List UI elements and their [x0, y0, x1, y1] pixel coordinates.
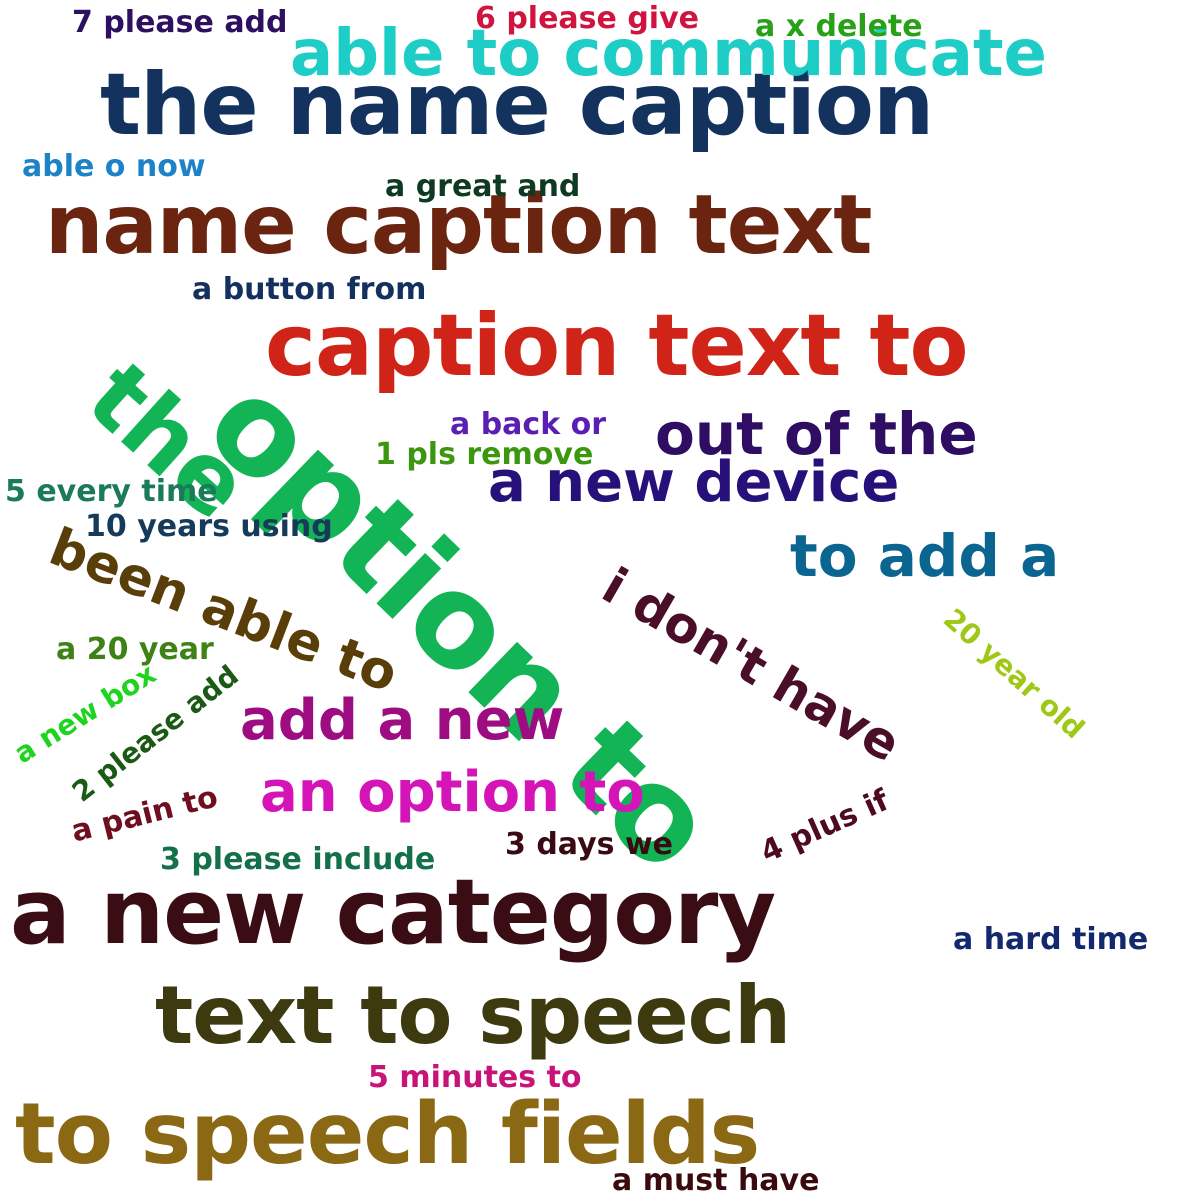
word-out-of-the: out of the	[655, 400, 978, 468]
word-a-20-year: a 20 year	[56, 632, 214, 667]
word-an-option-to: an option to	[260, 760, 645, 825]
word-a-new-device: a new device	[488, 450, 900, 515]
word-10-years-using: 10 years using	[85, 509, 333, 544]
word-20-year-old: 20 year old	[937, 602, 1091, 746]
word-caption-text-to: caption text to	[265, 296, 969, 396]
word-a-new-category: a new category	[10, 860, 776, 965]
word-name-caption-text: name caption text	[45, 178, 872, 273]
word-add-a-new: add a new	[240, 688, 565, 753]
word-able-o-now: able o now	[22, 149, 206, 184]
word-a-must-have: a must have	[612, 1163, 820, 1198]
word-the-name-caption: the name caption	[100, 55, 934, 155]
word-to-add-a: to add a	[790, 522, 1060, 590]
word-4-plus-if: 4 plus if	[755, 782, 895, 871]
word-text-to-speech: text to speech	[155, 969, 791, 1062]
word-able-to-communicate: able to communicate	[290, 17, 1047, 91]
word-3-days-we: 3 days we	[505, 827, 674, 862]
word-to-speech-fields: to speech fields	[15, 1085, 760, 1184]
word-5-minutes-to: 5 minutes to	[368, 1060, 582, 1095]
word-6-please-give: 6 please give	[475, 1, 699, 36]
word-a-great-and: a great and	[385, 169, 581, 204]
word-a-back-or: a back or	[450, 407, 606, 442]
word-a-x-delete: a x delete	[755, 9, 923, 44]
word-7-please-add: 7 please add	[72, 5, 288, 40]
word-1-pls-remove: 1 pls remove	[375, 437, 594, 472]
word-3-please-include: 3 please include	[160, 842, 436, 877]
word-a-button-from: a button from	[192, 272, 427, 307]
word-5-every-time: 5 every time	[5, 474, 218, 509]
word-a-hard-time: a hard time	[953, 922, 1149, 957]
